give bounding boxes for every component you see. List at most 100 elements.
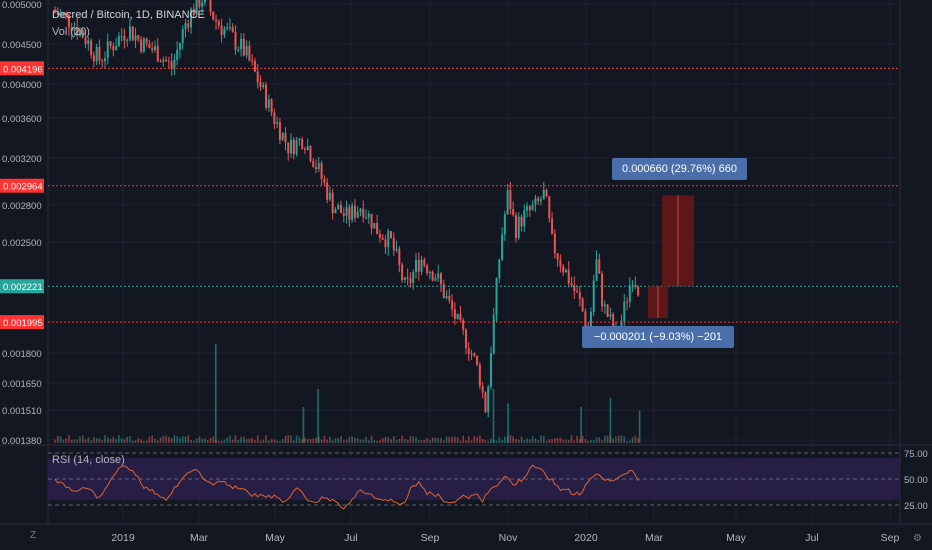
volume-bar — [331, 440, 334, 443]
candle-body — [395, 248, 398, 251]
candle-body — [223, 28, 226, 35]
volume-bar — [390, 439, 392, 443]
volume-bar — [392, 436, 395, 443]
volume-bar — [590, 440, 592, 443]
candle-body — [564, 269, 567, 273]
candle-body — [451, 300, 454, 310]
volume-bar — [295, 435, 298, 443]
candle-body — [548, 196, 551, 219]
volume-bar — [395, 439, 398, 443]
volume-bar — [156, 440, 159, 443]
candle-body — [309, 146, 312, 162]
zoom-icon[interactable]: Z — [30, 530, 37, 541]
candle-body — [506, 190, 509, 215]
volume-bar — [70, 439, 73, 443]
volume-bar — [123, 439, 126, 443]
volume-bar — [481, 438, 484, 443]
volume-bar — [168, 436, 170, 443]
volume-bar — [626, 440, 628, 443]
volume-bar — [65, 438, 67, 443]
candle-body — [503, 214, 506, 235]
volume-bar — [467, 436, 470, 443]
candle-body — [578, 292, 581, 299]
volume-bar — [584, 439, 587, 443]
candle-body — [262, 84, 265, 88]
candle-body — [181, 29, 184, 43]
volume-bar — [512, 436, 514, 443]
volume-bar — [231, 439, 234, 443]
volume-bar — [223, 439, 226, 443]
volume-bar — [95, 438, 98, 443]
volume-bar — [615, 436, 617, 443]
candle-body — [142, 38, 145, 52]
candle-body — [428, 271, 431, 274]
volume-bar — [254, 440, 256, 443]
volume-bar — [90, 440, 92, 443]
candle-body — [470, 353, 473, 355]
candle-body — [70, 27, 73, 31]
rsi-line — [54, 464, 639, 510]
volume-bar — [501, 439, 503, 443]
candle-body — [137, 35, 140, 40]
volume-spike — [507, 403, 509, 443]
candle-body — [556, 253, 559, 260]
time-tick-label: Sep — [421, 532, 440, 544]
gear-icon[interactable]: ⚙ — [913, 533, 922, 544]
volume-bar — [273, 439, 276, 443]
volume-bar — [73, 439, 76, 443]
volume-bar — [440, 437, 442, 443]
time-tick-label: Jul — [805, 532, 818, 544]
volume-bar — [620, 435, 623, 443]
volume-bar — [290, 435, 292, 443]
price-tick-label: 0.004000 — [2, 80, 42, 91]
candle-body — [217, 21, 220, 26]
volume-bar — [437, 437, 440, 443]
volume-bar — [517, 440, 520, 443]
volume-bar — [106, 437, 109, 443]
candle-body — [81, 30, 84, 38]
candle-body — [65, 12, 68, 15]
candle-body — [423, 259, 426, 266]
volume-bar — [576, 435, 578, 443]
candle-body — [481, 386, 484, 393]
candle-body — [412, 272, 415, 283]
candle-body — [128, 26, 131, 40]
candle-body — [634, 285, 637, 288]
volume-bar — [465, 440, 467, 443]
candle-body — [534, 198, 537, 205]
candle-body — [203, 0, 206, 3]
candle-body — [328, 192, 331, 200]
rsi-tick-label: 50.00 — [904, 475, 928, 486]
candle-body — [59, 12, 62, 15]
rsi-tick-label: 25.00 — [904, 501, 928, 512]
candle-body — [115, 46, 118, 51]
candle-body — [390, 231, 393, 239]
volume-bar — [104, 435, 106, 443]
candle-body — [551, 218, 554, 234]
candle-body — [231, 26, 234, 32]
candle-body — [292, 139, 295, 155]
volume-bar — [190, 439, 192, 443]
volume-bar — [376, 440, 378, 443]
candle-body — [459, 313, 462, 321]
candle-body — [345, 207, 348, 216]
candle-body — [573, 285, 576, 291]
volume-bar — [579, 438, 581, 443]
candle-body — [437, 273, 440, 279]
volume-bar — [567, 439, 570, 443]
volume-bar — [454, 436, 456, 443]
volume-bar — [473, 436, 476, 443]
candle-body — [595, 259, 598, 281]
volume-bar — [431, 437, 434, 443]
candle-body — [73, 27, 76, 31]
volume-bar — [531, 436, 534, 443]
candle-body — [281, 132, 284, 141]
level-chip — [0, 279, 44, 294]
candle-body — [265, 84, 268, 108]
candle-body — [367, 213, 370, 218]
candle-body — [267, 99, 270, 108]
price-tick-label: 0.001380 — [2, 436, 42, 447]
volume-bar — [570, 435, 573, 443]
candle-body — [406, 277, 409, 279]
